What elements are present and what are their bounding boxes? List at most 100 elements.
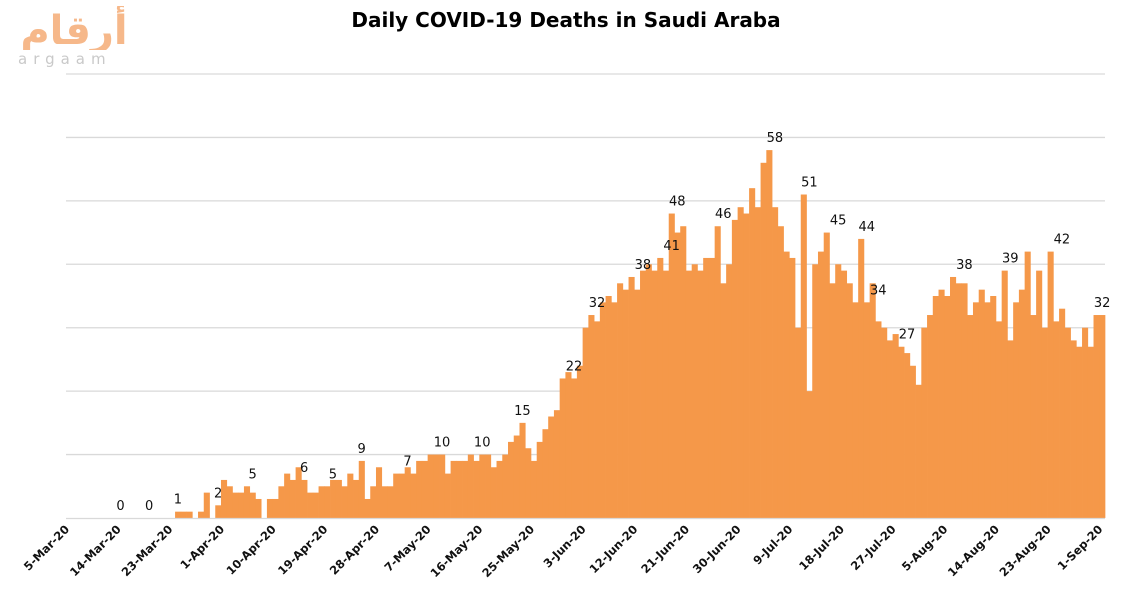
bar <box>456 460 463 518</box>
bar <box>410 473 417 518</box>
bar <box>347 473 354 518</box>
bars <box>175 150 1106 519</box>
bar <box>898 346 905 518</box>
bar <box>559 378 566 518</box>
data-label: 6 <box>300 461 308 476</box>
x-tick-label: 7-May-20 <box>381 522 433 574</box>
argaam-logo: أرقام argaam <box>4 6 144 68</box>
x-tick-label: 25-May-20 <box>479 522 537 580</box>
bar <box>594 321 601 518</box>
bar <box>680 226 687 519</box>
bar <box>198 511 205 518</box>
bar <box>301 479 308 518</box>
bar <box>978 289 985 518</box>
bar <box>508 441 515 518</box>
bar <box>1030 315 1037 518</box>
bar <box>1099 315 1106 518</box>
x-tick-label: 12-Jun-20 <box>587 522 641 576</box>
data-label: 38 <box>635 258 652 273</box>
bar <box>548 416 555 518</box>
bar <box>284 473 291 518</box>
bar <box>232 492 239 518</box>
bar <box>886 340 893 518</box>
bar <box>863 302 870 518</box>
bar <box>869 283 876 518</box>
bar <box>915 384 922 518</box>
bar <box>393 473 400 518</box>
data-label: 5 <box>248 467 256 482</box>
data-label: 41 <box>663 239 680 254</box>
bar <box>502 454 509 518</box>
bar <box>909 365 916 518</box>
bar <box>892 334 899 518</box>
x-tick-label: 27-Jul-20 <box>848 522 899 573</box>
bar <box>858 238 865 518</box>
bar <box>760 162 767 519</box>
bar <box>467 454 474 518</box>
bar <box>846 283 853 518</box>
bar <box>938 289 945 518</box>
bar <box>645 264 652 518</box>
bar <box>238 492 245 518</box>
bar <box>278 486 285 518</box>
bar <box>1013 302 1020 518</box>
data-label: 15 <box>514 404 531 419</box>
bar <box>995 321 1003 518</box>
bar <box>576 365 583 518</box>
data-label: 10 <box>474 436 491 451</box>
x-tick-label: 21-Jun-20 <box>638 522 692 576</box>
bar <box>777 226 784 519</box>
data-label: 9 <box>357 442 365 457</box>
bar <box>496 460 503 518</box>
bar <box>473 460 480 518</box>
bar <box>611 302 618 518</box>
bar <box>617 283 624 518</box>
bar <box>375 467 383 518</box>
bar <box>605 296 612 518</box>
data-label: 42 <box>1054 233 1071 248</box>
bar <box>416 460 423 518</box>
bar <box>599 302 606 518</box>
bar <box>180 511 187 518</box>
data-label: 34 <box>870 283 887 298</box>
bar <box>812 264 819 518</box>
bar <box>485 454 492 518</box>
bar <box>387 486 394 518</box>
bar <box>571 378 578 518</box>
bar <box>353 479 360 518</box>
x-tick-label: 14-Mar-20 <box>67 522 124 579</box>
bar <box>582 327 589 518</box>
bar <box>697 270 704 518</box>
bar <box>307 492 314 518</box>
bar <box>1076 346 1083 518</box>
bar <box>1082 327 1089 518</box>
bar <box>657 257 664 518</box>
x-tick-label: 19-Apr-20 <box>275 522 330 577</box>
bar <box>743 213 750 519</box>
bar <box>817 251 825 518</box>
x-tick-label: 23-Aug-20 <box>997 522 1054 579</box>
bar <box>651 270 658 518</box>
bar <box>1024 251 1031 518</box>
bar <box>668 213 675 519</box>
bar <box>720 283 727 518</box>
bar <box>927 315 934 518</box>
bar <box>542 429 549 518</box>
bar <box>536 441 543 518</box>
bar <box>490 467 497 518</box>
data-label: 44 <box>859 220 876 235</box>
x-tick-label: 30-Jun-20 <box>690 522 744 576</box>
bar <box>806 391 813 518</box>
bar <box>525 448 532 518</box>
data-label: 0 <box>145 499 153 514</box>
x-tick-label: 1-Sep-20 <box>1055 522 1106 573</box>
bar <box>708 257 716 518</box>
bar <box>421 460 428 518</box>
bar <box>272 498 279 518</box>
bar <box>823 232 830 518</box>
data-label: 58 <box>767 131 784 146</box>
data-label: 51 <box>801 176 818 191</box>
bar <box>1070 340 1077 518</box>
bar <box>835 264 842 518</box>
